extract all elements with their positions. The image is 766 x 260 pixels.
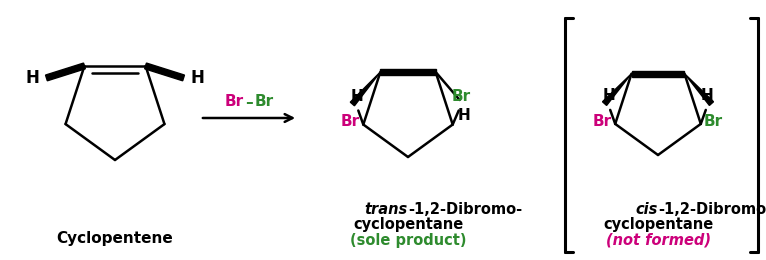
Polygon shape — [350, 72, 381, 106]
Text: H: H — [25, 69, 39, 87]
Polygon shape — [603, 74, 631, 106]
Text: Br: Br — [254, 94, 273, 109]
Text: H: H — [191, 69, 205, 87]
Text: trans: trans — [365, 203, 408, 218]
Text: –: – — [245, 94, 253, 109]
Text: Br: Br — [593, 114, 612, 129]
Text: Cyclopentene: Cyclopentene — [57, 231, 173, 245]
Text: (sole product): (sole product) — [350, 232, 466, 248]
Polygon shape — [685, 74, 713, 106]
Text: Br: Br — [704, 114, 723, 129]
Text: (not formed): (not formed) — [605, 232, 711, 248]
Text: H: H — [351, 88, 364, 103]
Text: cyclopentane: cyclopentane — [353, 217, 463, 231]
Text: Br: Br — [224, 94, 244, 109]
Polygon shape — [631, 71, 685, 77]
Polygon shape — [381, 69, 436, 75]
Text: cyclopentane: cyclopentane — [603, 217, 713, 231]
Polygon shape — [145, 63, 185, 81]
Text: H: H — [603, 88, 616, 103]
Text: cis: cis — [636, 203, 658, 218]
Text: H: H — [457, 108, 470, 123]
Text: -1,2-Dibromo-: -1,2-Dibromo- — [658, 203, 766, 218]
Text: Br: Br — [341, 114, 360, 129]
Text: Br: Br — [451, 88, 470, 103]
Polygon shape — [45, 63, 85, 81]
Text: -1,2-Dibromo-: -1,2-Dibromo- — [408, 203, 522, 218]
Text: H: H — [700, 88, 713, 103]
